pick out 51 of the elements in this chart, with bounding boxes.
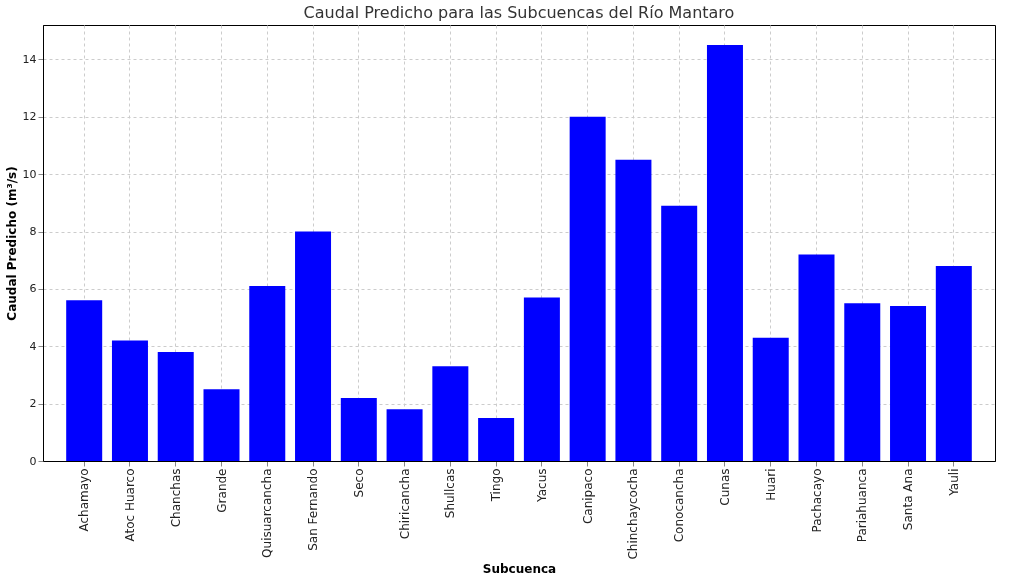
- x-tick-label: Yacus: [534, 468, 549, 503]
- x-tick-label: Chiricancha: [397, 468, 412, 540]
- y-tick-label: 0: [29, 454, 37, 468]
- x-tick-label: Grande: [214, 468, 229, 513]
- bar: [890, 306, 927, 461]
- y-tick-label: 14: [22, 52, 37, 66]
- x-tick-label: Chanchas: [168, 468, 183, 528]
- x-tick-label: Tingo: [489, 468, 504, 503]
- bar: [752, 337, 789, 461]
- y-tick-label: 4: [29, 339, 37, 353]
- bar: [706, 45, 743, 461]
- y-axis-title: Caudal Predicho (m³/s): [4, 166, 19, 321]
- x-tick-label: Pachacayo: [809, 468, 824, 533]
- x-tick-label: Quisuarcancha: [260, 468, 275, 558]
- x-tick-label: Conocancha: [672, 468, 687, 543]
- x-tick-label: Shullcas: [443, 468, 458, 519]
- x-tick-label: Pariahuanca: [855, 468, 870, 543]
- x-tick-label: Atoc Huarco: [122, 468, 137, 542]
- bar: [432, 366, 469, 461]
- bar: [157, 352, 194, 461]
- y-tick-label: 10: [22, 167, 37, 181]
- bar: [249, 286, 286, 461]
- bar: [340, 397, 377, 461]
- bar: [569, 116, 606, 461]
- bar: [111, 340, 148, 461]
- y-tick-label: 8: [29, 225, 37, 239]
- x-tick-label: San Fernando: [306, 468, 321, 551]
- bar: [935, 265, 972, 461]
- y-tick-label: 2: [29, 397, 37, 411]
- bar: [615, 159, 652, 461]
- x-tick-label: Chinchaycocha: [626, 468, 641, 560]
- x-tick-label: Cunas: [717, 468, 732, 506]
- bar: [661, 205, 698, 461]
- x-tick-label: Canipaco: [580, 468, 595, 525]
- x-axis-title: Subcuenca: [482, 561, 557, 576]
- x-tick-label: Achamayo: [77, 468, 92, 532]
- x-tick-label: Santa Ana: [901, 468, 916, 531]
- bar: [844, 303, 881, 461]
- chart-title: Caudal Predicho para las Subcuencas del Río Mantaro: [303, 3, 735, 22]
- x-tick-label: Huari: [763, 468, 778, 501]
- bar: [66, 300, 103, 461]
- bar: [478, 417, 515, 461]
- y-tick-label: 12: [22, 110, 37, 124]
- bar: [523, 297, 560, 461]
- x-tick-label: Seco: [351, 468, 366, 498]
- bar: [798, 254, 835, 461]
- bar: [386, 409, 423, 461]
- x-tick-label: Yauli: [946, 468, 961, 497]
- bar: [203, 389, 240, 461]
- y-tick-label: 6: [29, 282, 37, 296]
- bar: [295, 231, 332, 461]
